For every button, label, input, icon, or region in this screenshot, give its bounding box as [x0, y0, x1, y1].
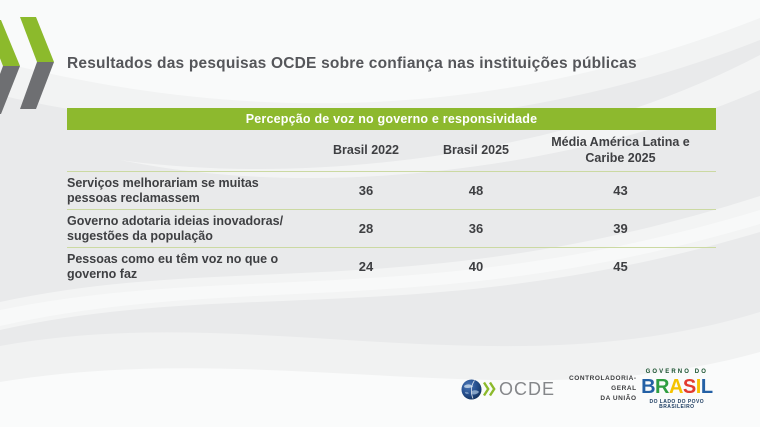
row-label: Governo adotaria ideias inovadoras/ suge…: [67, 213, 284, 243]
footer-logos: OCDE CONTROLADORIA-GERAL DA UNIÃO GOVERN…: [461, 363, 717, 415]
ocde-logo: OCDE: [461, 379, 555, 400]
data-table: Brasil 2022 Brasil 2025 Média América La…: [67, 130, 716, 285]
brasil-slogan: DO LADO DO POVO BRASILEIRO: [649, 398, 705, 410]
cgu-line1: CONTROLADORIA-GERAL: [568, 374, 637, 392]
ocde-chevrons-icon: [483, 381, 496, 397]
brasil-letter: I: [695, 375, 702, 398]
brasil-letter: S: [682, 375, 696, 398]
globe-icon: [461, 379, 482, 399]
column-header-brasil-2022: Brasil 2022: [332, 142, 400, 157]
brasil-letter: A: [668, 375, 683, 398]
cgu-line2: DA UNIÃO: [600, 395, 637, 403]
row-value: 24: [358, 259, 374, 274]
table-row: Governo adotaria ideias inovadoras/ suge…: [67, 209, 716, 247]
brasil-letter: R: [655, 375, 669, 398]
row-value: 43: [613, 183, 628, 198]
row-value: 45: [613, 259, 628, 274]
row-value: 40: [468, 259, 484, 274]
cgu-logo: CONTROLADORIA-GERAL DA UNIÃO: [555, 374, 637, 404]
row-label: Serviços melhorariam se muitas pessoas r…: [67, 175, 259, 205]
governo-do-brasil-logo: GOVERNO DO BRASIL DO LADO DO POVO BRASIL…: [637, 369, 717, 410]
brasil-wordmark: BRASIL: [637, 377, 717, 397]
row-value: 36: [358, 183, 374, 198]
table-title-band: Percepção de voz no governo e responsivi…: [67, 108, 716, 130]
row-label: Pessoas como eu têm voz no que o governo…: [67, 251, 279, 281]
oecd-chevrons-logo: [0, 17, 54, 114]
row-value: 36: [468, 221, 484, 236]
table-row: Pessoas como eu têm voz no que o governo…: [67, 247, 716, 285]
row-value: 28: [358, 221, 374, 236]
page-title: Resultados das pesquisas OCDE sobre conf…: [67, 55, 637, 72]
row-value: 48: [468, 183, 484, 198]
column-header-media-latam-2025: Média América Latina e Caribe 2025: [551, 134, 690, 165]
table-row: Serviços melhorariam se muitas pessoas r…: [67, 171, 716, 209]
column-header-brasil-2025: Brasil 2025: [442, 142, 510, 157]
governo-do-label: GOVERNO DO: [645, 368, 708, 375]
brasil-letter: B: [641, 375, 656, 398]
brasil-letter: L: [700, 375, 713, 398]
ocde-wordmark: OCDE: [499, 378, 556, 399]
table-header-row: Brasil 2022 Brasil 2025 Média América La…: [67, 130, 716, 171]
row-value: 39: [613, 221, 628, 236]
